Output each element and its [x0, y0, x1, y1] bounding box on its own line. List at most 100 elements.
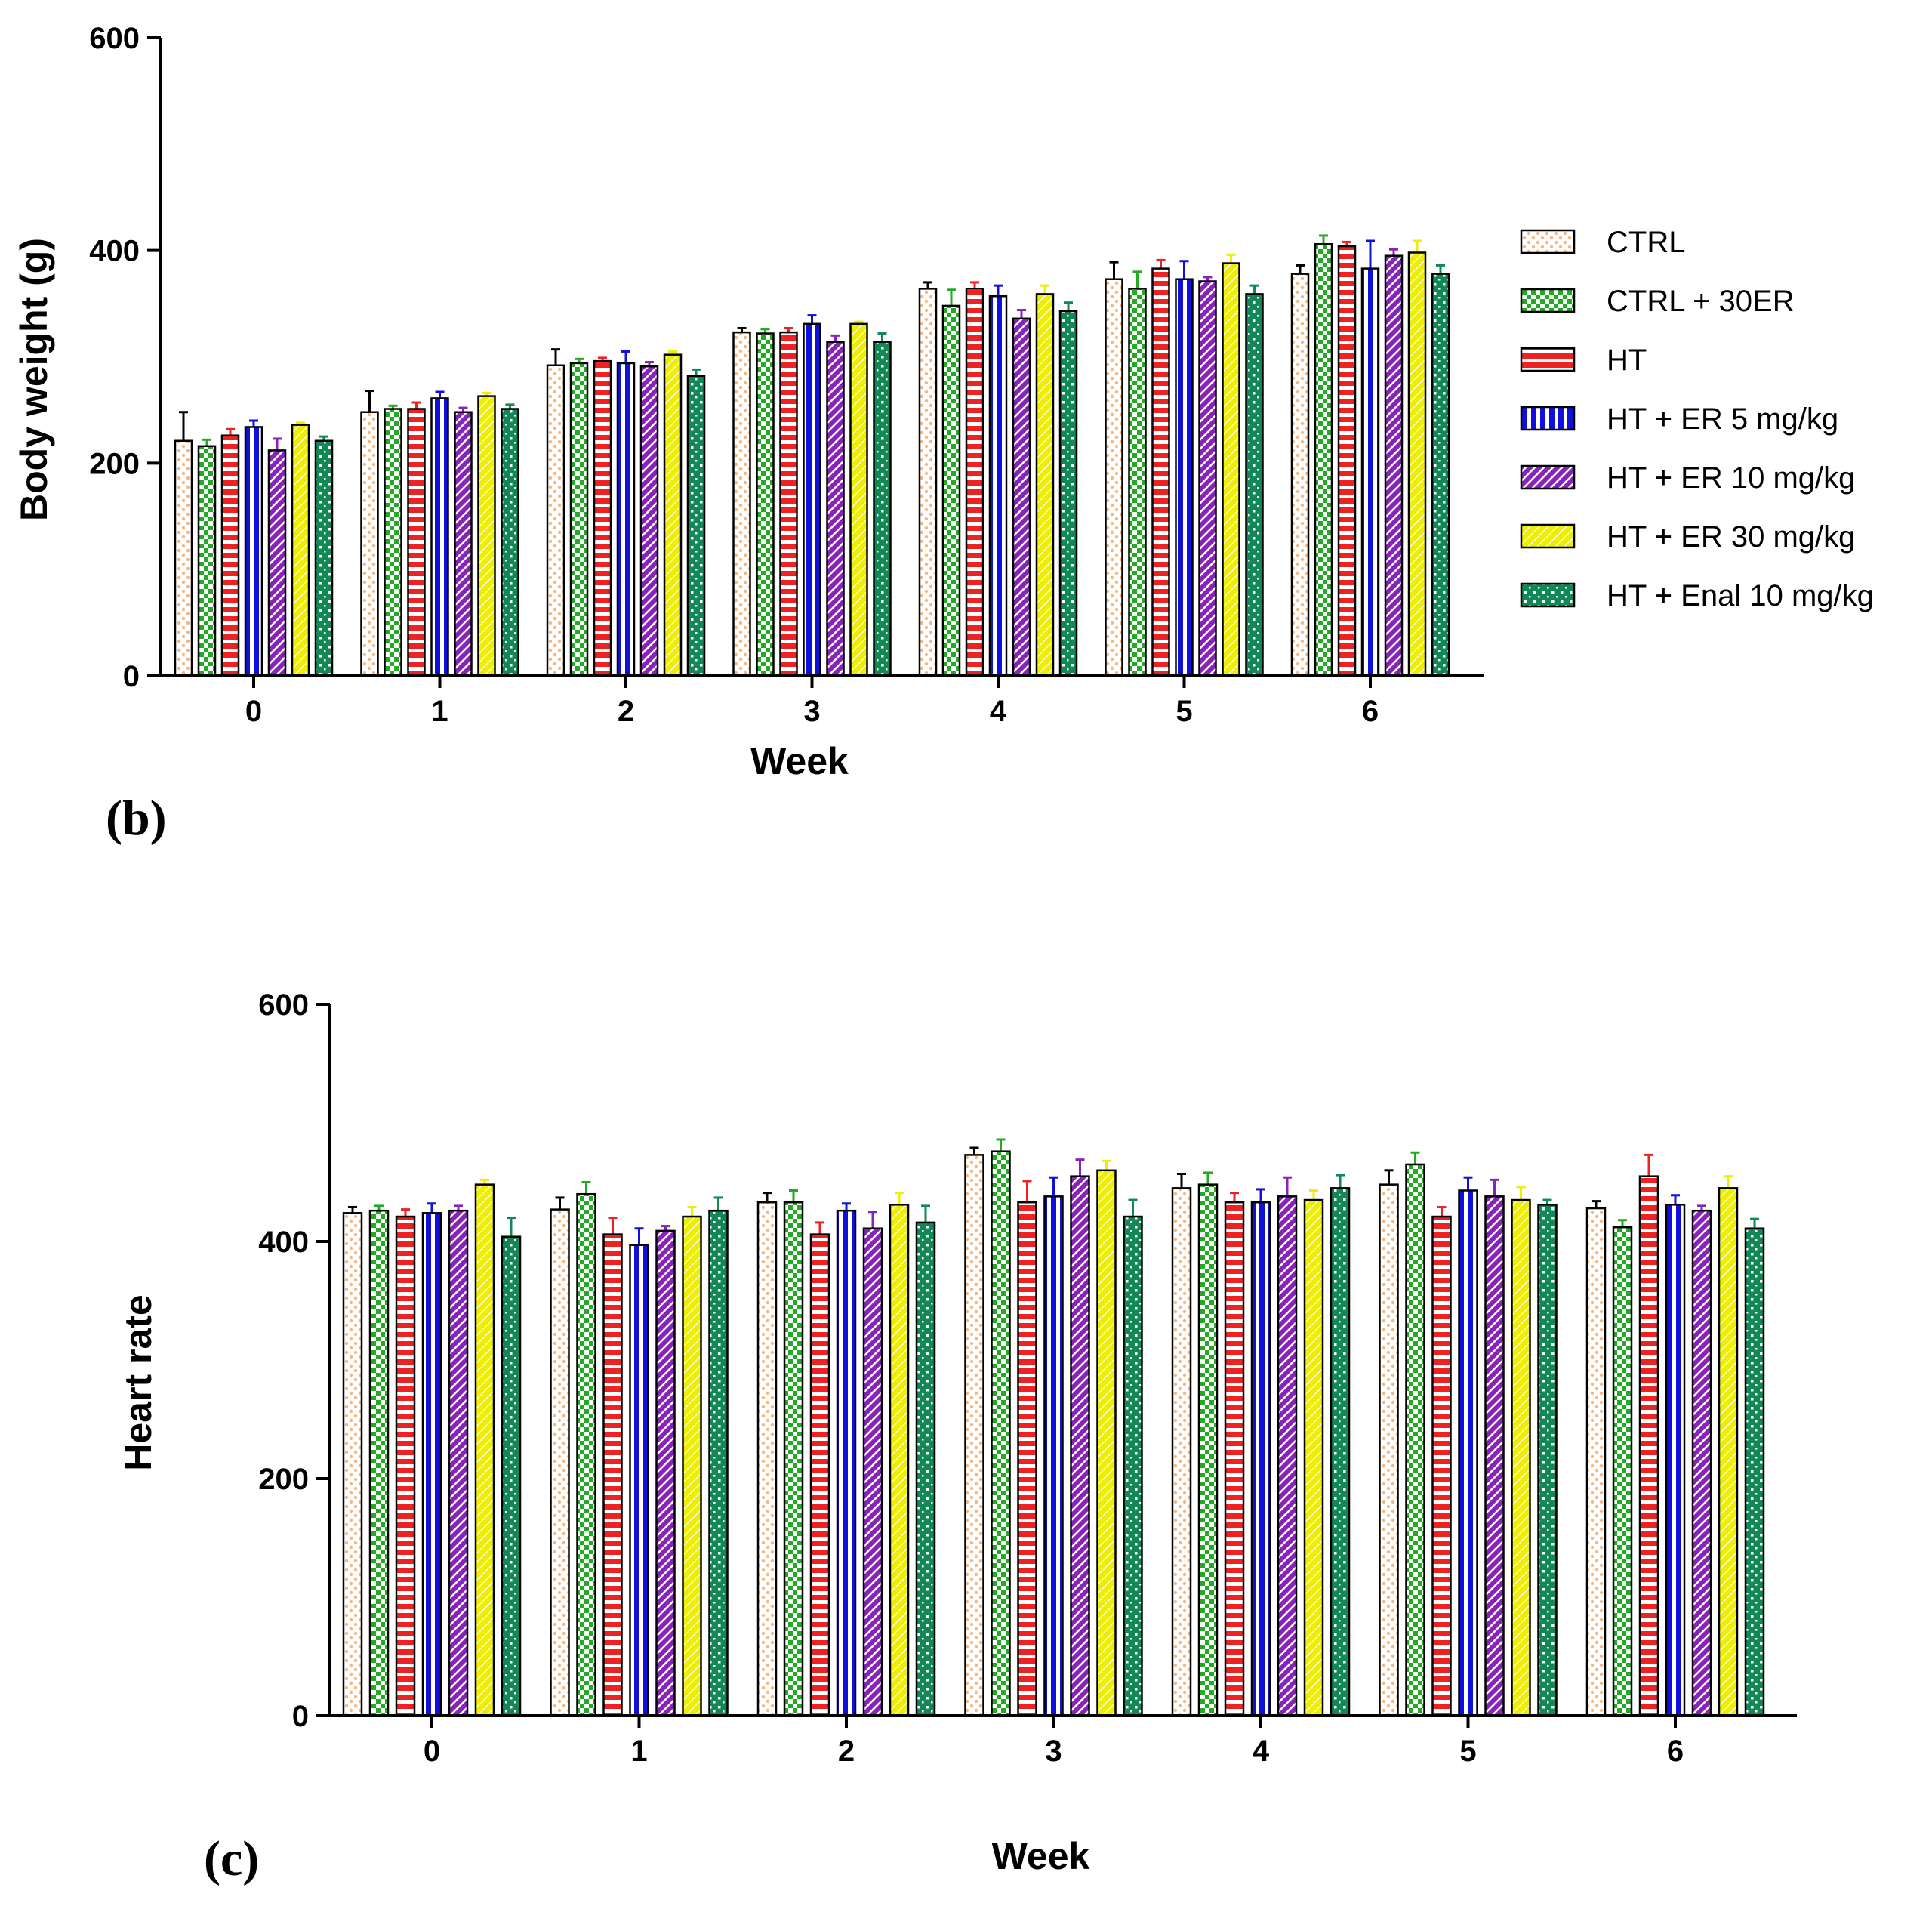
bar-c-ht-week-3: [1017, 1201, 1037, 1717]
bar-c-ctrl-30er-week-3: [991, 1150, 1011, 1717]
bar-c-ctrl-30er-week-6: [1612, 1226, 1633, 1717]
bar-b-ht-er-10-mg-kg-week-5: [1198, 280, 1217, 677]
x-tick-label-b-4: 4: [990, 695, 1007, 728]
bar-c-ctrl-week-0: [342, 1212, 363, 1717]
x-tick-label-b-5: 5: [1176, 695, 1192, 728]
bar-c-ht-er-5-mg-kg-week-1: [629, 1244, 649, 1717]
x-axis-title-b: Week: [750, 740, 849, 782]
bar-b-ht-enal-10-mg-kg-week-1: [501, 408, 519, 677]
bar-c-ht-er-30-mg-kg-week-4: [1303, 1198, 1324, 1717]
bar-b-ht-er-10-mg-kg-week-6: [1384, 254, 1404, 677]
y-tick-label-c-600: 600: [258, 988, 309, 1022]
x-tick-label-c-0: 0: [424, 1735, 440, 1768]
bar-b-ht-er-5-mg-kg-week-0: [244, 426, 263, 677]
bar-c-ht-er-10-mg-kg-week-2: [862, 1227, 883, 1717]
bar-b-ht-er-5-mg-kg-week-2: [616, 362, 636, 677]
bar-b-ht-er-30-mg-kg-week-0: [291, 424, 310, 677]
bar-b-ht-er-10-mg-kg-week-2: [639, 365, 659, 677]
bar-c-ht-er-30-mg-kg-week-3: [1096, 1169, 1117, 1717]
x-tick-label-c-4: 4: [1253, 1735, 1270, 1768]
bar-b-ht-er-30-mg-kg-week-5: [1222, 262, 1240, 677]
y-tick-label-b-600: 600: [89, 22, 140, 55]
bar-b-ht-er-10-mg-kg-week-1: [454, 411, 473, 677]
bar-b-ctrl-week-1: [360, 411, 379, 677]
bar-b-ht-week-3: [779, 331, 798, 677]
y-tick-label-b-0: 0: [123, 660, 140, 693]
bar-b-ht-er-10-mg-kg-week-3: [826, 341, 845, 677]
bar-b-ht-er-10-mg-kg-week-4: [1012, 317, 1031, 677]
bar-c-ctrl-30er-week-1: [576, 1192, 596, 1717]
bar-c-ht-enal-10-mg-kg-week-3: [1123, 1215, 1143, 1717]
bar-c-ctrl-week-2: [756, 1201, 778, 1717]
bar-b-ht-week-2: [593, 359, 612, 677]
legend: CTRL CTRL + 30ER HT HT + ER 5 mg/kg HT + ER …: [1520, 226, 1874, 612]
bar-b-ctrl-week-0: [174, 439, 193, 677]
bar-c-ht-er-30-mg-kg-week-1: [682, 1215, 702, 1717]
bar-b-ht-week-1: [407, 408, 426, 677]
bar-b-ht-er-30-mg-kg-week-1: [477, 395, 496, 677]
bar-b-ctrl-week-5: [1105, 278, 1123, 677]
y-tick-label-b-400: 400: [89, 235, 140, 268]
bar-b-ctrl-week-6: [1290, 273, 1310, 677]
legend-label-ctrl-30er: CTRL + 30ER: [1607, 285, 1795, 318]
y-axis-title-c: Heart rate: [117, 1294, 159, 1470]
bar-b-ctrl-week-2: [546, 364, 565, 677]
legend-label-ctrl: CTRL: [1607, 226, 1685, 259]
bar-b-ctrl-30er-week-3: [756, 332, 775, 677]
bar-c-ht-week-4: [1224, 1201, 1245, 1717]
y-axis-title-b: Body weight (g): [13, 238, 55, 521]
bar-b-ht-enal-10-mg-kg-week-4: [1058, 310, 1078, 677]
legend-label-ht-enal-10-mg-kg: HT + Enal 10 mg/kg: [1607, 579, 1874, 612]
bar-b-ht-er-30-mg-kg-week-2: [663, 353, 683, 677]
bar-b-ctrl-30er-week-5: [1128, 288, 1147, 677]
x-tick-label-c-5: 5: [1459, 1735, 1476, 1768]
bar-c-ctrl-week-1: [550, 1208, 570, 1717]
bar-c-ht-enal-10-mg-kg-week-0: [501, 1235, 522, 1717]
bar-b-ht-er-30-mg-kg-week-6: [1407, 251, 1427, 677]
legend-label-ht: HT: [1607, 344, 1647, 377]
panel-b-body-weight-chart: 0 1 2 3 4 5 6 0 200 400 600 Body weight (g) Week (b) C…: [13, 22, 1874, 846]
bar-c-ctrl-30er-week-0: [368, 1209, 390, 1717]
y-tick-label-c-200: 200: [258, 1463, 309, 1496]
legend-label-ht-er-30-mg-kg: HT + ER 30 mg/kg: [1607, 520, 1855, 554]
bar-c-ht-er-10-mg-kg-week-4: [1277, 1195, 1298, 1717]
legend-swatch-ht-er-30-mg-kg: [1520, 523, 1576, 549]
bar-c-ctrl-week-4: [1171, 1187, 1192, 1717]
legend-swatch-ctrl: [1520, 229, 1576, 254]
bar-c-ht-er-5-mg-kg-week-4: [1250, 1201, 1271, 1717]
legend-swatch-ht: [1520, 347, 1576, 372]
x-tick-label-c-6: 6: [1667, 1735, 1684, 1768]
bar-b-ht-enal-10-mg-kg-week-3: [873, 341, 892, 677]
bar-b-ht-week-4: [965, 288, 984, 677]
bar-c-ht-er-30-mg-kg-week-0: [474, 1183, 495, 1717]
bar-c-ht-week-5: [1431, 1215, 1452, 1717]
legend-label-ht-er-5-mg-kg: HT + ER 5 mg/kg: [1607, 402, 1838, 436]
bar-b-ht-er-5-mg-kg-week-3: [803, 322, 821, 677]
bar-c-ht-week-6: [1638, 1175, 1659, 1717]
bar-b-ht-er-10-mg-kg-week-0: [267, 449, 287, 677]
x-tick-label-b-0: 0: [245, 695, 262, 728]
bar-c-ctrl-week-5: [1379, 1183, 1399, 1717]
bar-c-ht-er-5-mg-kg-week-6: [1665, 1204, 1686, 1717]
x-tick-label-c-2: 2: [838, 1735, 855, 1768]
bar-c-ht-er-10-mg-kg-week-3: [1070, 1175, 1090, 1717]
bar-c-ht-er-10-mg-kg-week-6: [1691, 1209, 1712, 1717]
bar-b-ctrl-week-4: [918, 288, 938, 677]
bar-c-ht-er-10-mg-kg-week-1: [655, 1229, 676, 1717]
bar-b-ht-er-5-mg-kg-week-6: [1360, 267, 1380, 677]
bar-b-ht-er-30-mg-kg-week-3: [849, 322, 868, 677]
bar-b-ht-enal-10-mg-kg-week-2: [686, 375, 706, 677]
bar-c-ht-er-5-mg-kg-week-5: [1458, 1189, 1478, 1717]
x-axis-title-c: Week: [992, 1835, 1090, 1877]
bar-c-ht-er-5-mg-kg-week-0: [421, 1212, 442, 1717]
legend-swatch-ht-er-10-mg-kg: [1520, 464, 1576, 490]
panel-label-c: (c): [204, 1831, 259, 1886]
bar-b-ht-week-5: [1151, 267, 1170, 677]
bar-c-ht-enal-10-mg-kg-week-4: [1330, 1187, 1351, 1717]
legend-swatch-ht-enal-10-mg-kg: [1520, 582, 1576, 608]
bar-c-ht-week-1: [602, 1233, 623, 1717]
bar-b-ht-er-5-mg-kg-week-1: [430, 397, 449, 677]
x-tick-label-b-2: 2: [618, 695, 634, 728]
x-tick-label-c-1: 1: [630, 1735, 647, 1768]
